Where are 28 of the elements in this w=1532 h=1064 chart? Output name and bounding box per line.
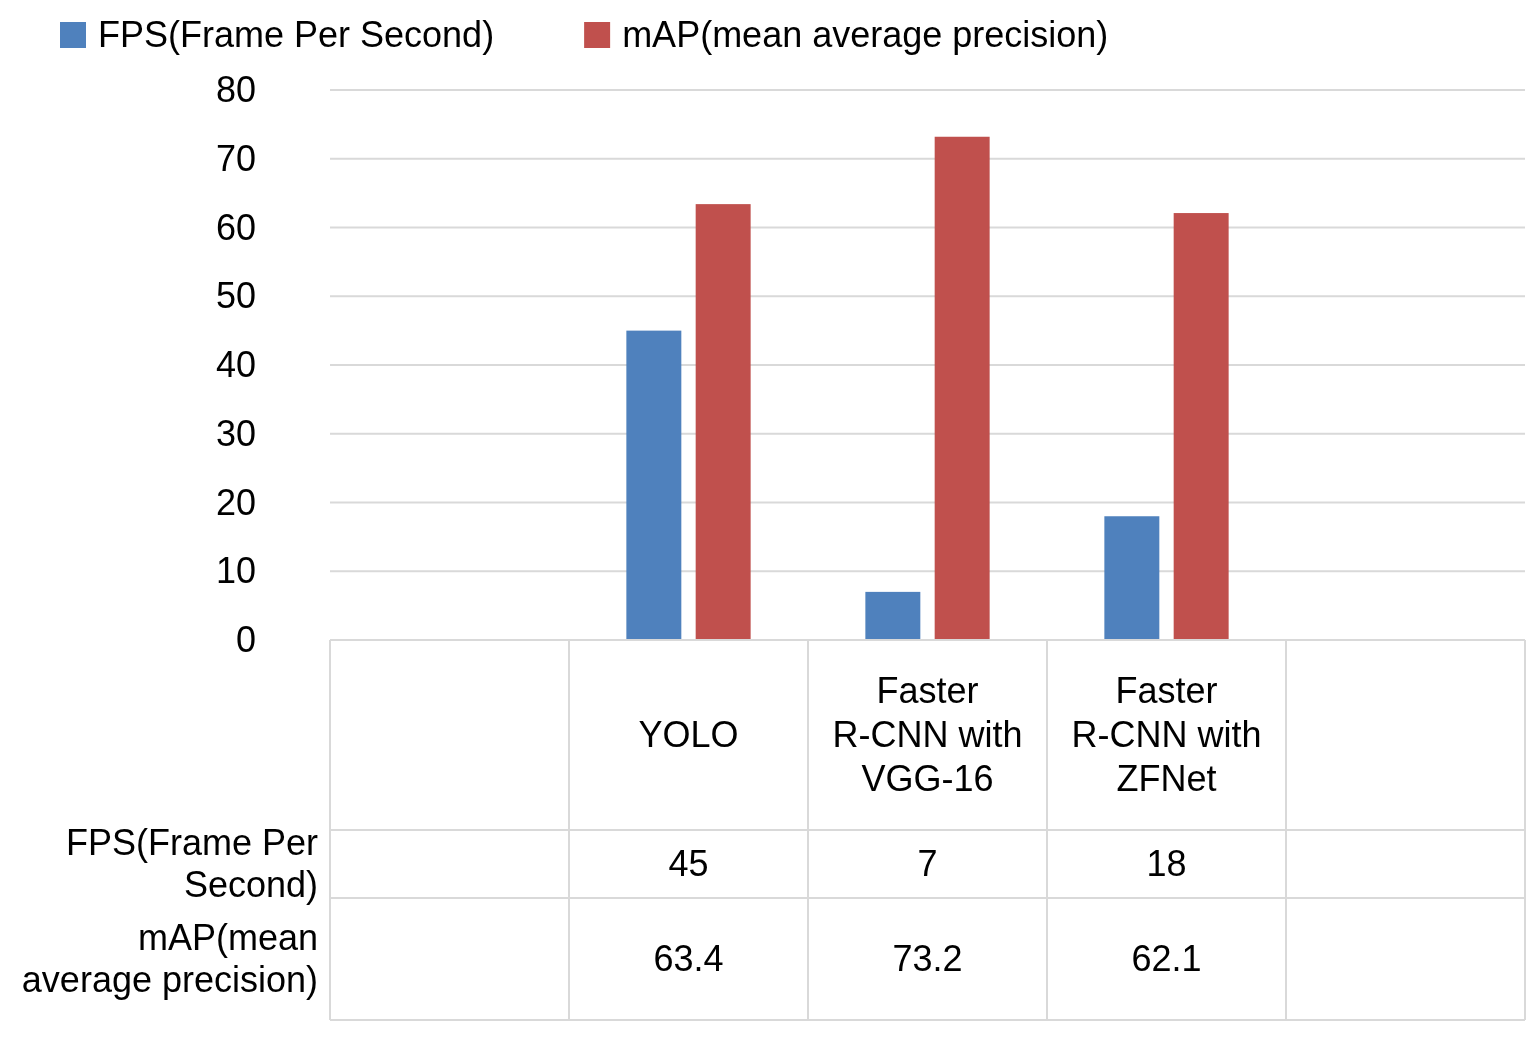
bar xyxy=(1173,213,1229,640)
legend-label: mAP(mean average precision) xyxy=(622,14,1109,55)
x-tick-label: YOLO xyxy=(638,714,739,755)
data-label: 45 xyxy=(668,843,709,884)
data-label: 62.1 xyxy=(1131,938,1202,979)
data-label: 63.4 xyxy=(653,938,724,979)
y-tick-label: 70 xyxy=(215,137,256,179)
text: mAP(mean average precision) xyxy=(21,917,318,1000)
x-tick-label: Faster R-CNN with VGG-16 xyxy=(832,670,1023,799)
text: FPS(Frame Per Second) xyxy=(65,822,318,905)
y-tick-label: 60 xyxy=(215,206,256,248)
y-tick-label: 30 xyxy=(215,412,256,454)
bar xyxy=(865,591,921,640)
data-label: 18 xyxy=(1146,843,1187,884)
bar xyxy=(934,136,990,640)
y-tick-label: 20 xyxy=(215,481,256,523)
legend-label: FPS(Frame Per Second) xyxy=(98,14,495,55)
bar xyxy=(626,330,682,640)
data-label: 7 xyxy=(917,843,938,884)
y-tick-label: 50 xyxy=(215,275,256,317)
y-tick-label: 10 xyxy=(215,550,256,592)
y-tick-label: 80 xyxy=(215,69,256,111)
x-tick-label: Faster R-CNN with ZFNet xyxy=(1071,670,1262,799)
y-tick-label: 0 xyxy=(235,619,256,661)
bar xyxy=(695,204,751,640)
y-tick-label: 40 xyxy=(215,344,256,386)
bar xyxy=(1104,516,1160,640)
data-label: 73.2 xyxy=(892,938,963,979)
